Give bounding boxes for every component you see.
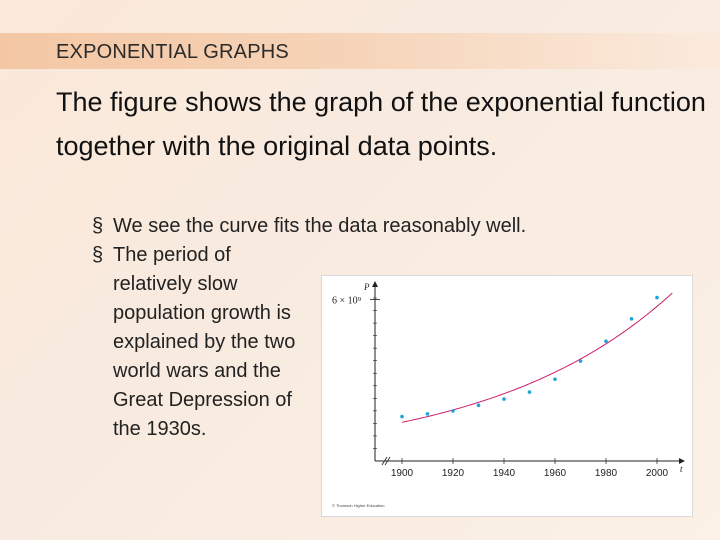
copyright-text: © Thomson Higher Education xyxy=(332,503,384,508)
data-point xyxy=(527,390,532,394)
x-tick-label: 1980 xyxy=(595,468,618,479)
x-tick-label: 2000 xyxy=(646,468,669,479)
x-axis-label: t xyxy=(680,464,683,474)
data-point xyxy=(425,412,430,416)
data-point xyxy=(655,295,659,300)
axis-break-icon xyxy=(381,456,391,466)
bullet-square-icon: § xyxy=(92,215,104,237)
population-chart: 1900 1920 1940 1960 1980 2000 P t 6 × 10⁹ © T… xyxy=(321,275,693,517)
bullet-item: § We see the curve fits the data reasona… xyxy=(92,212,526,241)
bullet-square-icon: § xyxy=(92,244,104,266)
chart-axes xyxy=(372,281,685,466)
data-point xyxy=(451,409,455,413)
chart-ticks: 1900 1920 1940 1960 1980 2000 xyxy=(370,297,669,479)
intro-text: The figure shows the graph of the expone… xyxy=(56,87,706,161)
y-axis-arrow-icon xyxy=(372,281,378,287)
bullet-text: The period of relatively slow population… xyxy=(113,244,296,440)
x-tick-label: 1940 xyxy=(493,468,516,479)
bullet-list: § We see the curve fits the data reasona… xyxy=(92,212,526,444)
data-points xyxy=(400,295,659,419)
data-point xyxy=(502,397,506,401)
data-point xyxy=(578,359,583,363)
bullet-text: We see the curve fits the data reasonabl… xyxy=(113,215,527,237)
x-axis-arrow-icon xyxy=(679,458,685,464)
data-point xyxy=(476,403,481,408)
x-tick-label: 1900 xyxy=(391,468,414,479)
data-point xyxy=(553,377,557,381)
x-tick-label: 1920 xyxy=(442,468,465,479)
y-annotation: 6 × 10⁹ xyxy=(332,295,362,306)
data-point xyxy=(604,339,608,343)
bullet-item: § The period of relatively slow populati… xyxy=(92,241,303,444)
slide-title: EXPONENTIAL GRAPHS xyxy=(56,41,289,63)
data-point xyxy=(629,317,634,321)
x-tick-label: 1960 xyxy=(544,468,567,479)
y-axis-label: P xyxy=(363,282,370,292)
chart-svg: 1900 1920 1940 1960 1980 2000 P t 6 × 10⁹ © T… xyxy=(332,281,685,508)
data-point xyxy=(400,414,404,419)
title-band xyxy=(0,33,720,69)
exponential-curve xyxy=(401,292,673,423)
